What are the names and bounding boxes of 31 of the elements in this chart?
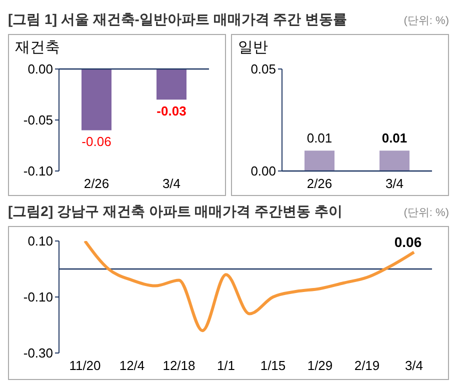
- x-tick-label: 12/18: [162, 358, 196, 374]
- chart-title: [그림 1] 서울 재건축-일반아파트 매매가격 주간 변동률: [8, 11, 348, 29]
- y-tick-label: -0.30: [23, 346, 53, 361]
- y-tick-label: -0.05: [23, 112, 53, 128]
- x-tick-label: 12/4: [119, 358, 145, 374]
- chart-subtitle: 재건축: [14, 38, 61, 58]
- annotation: 0.06: [394, 234, 422, 250]
- x-tick-label: 3/4: [162, 176, 181, 192]
- y-tick-label: 0.00: [28, 62, 53, 77]
- x-tick-label: 1/29: [307, 358, 333, 374]
- y-tick-label: -0.10: [23, 290, 53, 305]
- y-tick-label: 0.10: [28, 234, 53, 249]
- text: (단위: %): [404, 14, 449, 28]
- x-tick-label: 1/1: [216, 358, 236, 374]
- x-tick-label: 1/15: [260, 358, 286, 374]
- data-label: -0.03: [156, 104, 186, 119]
- data-label: -0.06: [82, 134, 112, 150]
- x-tick-label: 3/4: [404, 358, 424, 374]
- y-tick-label: 0.00: [250, 164, 276, 179]
- chart-title: [그림2] 강남구 재건축 아파트 매매가격 주간변동 추이: [8, 203, 342, 221]
- x-tick-label: 2/26: [84, 176, 110, 192]
- data-label: 0.01: [306, 130, 332, 146]
- y-tick-label: -0.10: [23, 164, 53, 179]
- chart-subtitle: 일반: [237, 38, 269, 58]
- x-tick-label: 2/26: [306, 176, 332, 192]
- x-tick-label: 11/20: [69, 358, 101, 374]
- text: (단위: %): [404, 206, 449, 220]
- y-tick-label: 0.05: [250, 62, 276, 77]
- data-label: 0.01: [382, 130, 408, 146]
- x-tick-label: 2/19: [354, 358, 380, 374]
- x-tick-label: 3/4: [385, 176, 404, 192]
